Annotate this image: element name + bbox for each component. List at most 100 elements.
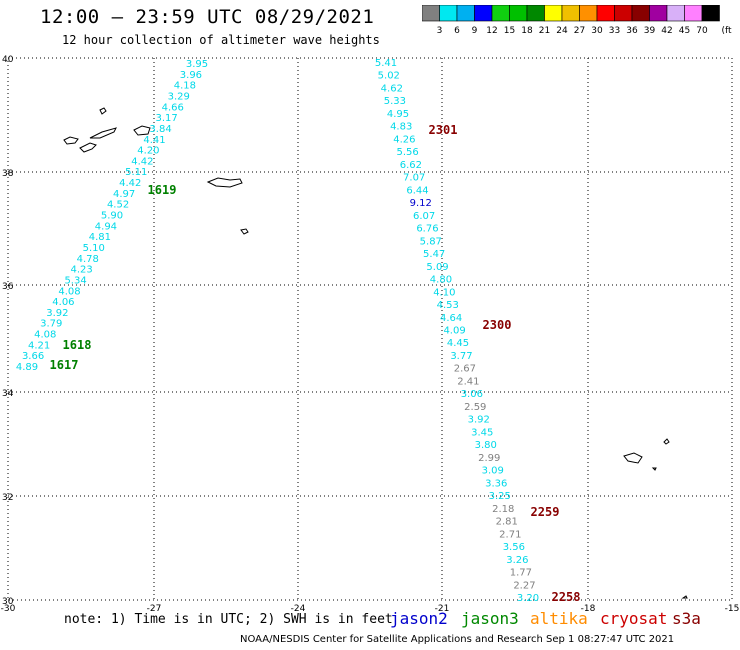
wave-height-value: 5.47 (423, 249, 445, 260)
satellite-jason2-label: jason2 (390, 609, 448, 628)
wave-height-value: 3.26 (506, 555, 528, 566)
island-outline (99, 107, 107, 115)
island-outline (651, 467, 657, 471)
wave-height-value: 5.87 (420, 236, 442, 247)
pass-time-label: 2300 (483, 318, 512, 332)
wave-height-value: 3.92 (46, 308, 68, 319)
wave-height-value: 7.07 (403, 173, 425, 184)
lat-tick-label: 32 (2, 493, 13, 503)
map-grid (7, 57, 733, 601)
scale-swatch (701, 5, 720, 22)
wave-height-value: 3.80 (475, 440, 497, 451)
wave-height-value: 4.45 (447, 338, 469, 349)
wave-height-value: 4.08 (34, 330, 56, 341)
wave-height-value: 4.42 (131, 156, 153, 167)
wave-height-value: 2.41 (457, 376, 479, 387)
wave-height-value: 4.10 (433, 287, 455, 298)
pass-time-label: 1617 (50, 358, 79, 372)
scale-tick-label: 9 (472, 26, 478, 35)
scale-tick-label: 30 (591, 26, 603, 35)
lat-tick-label: 40 (2, 55, 14, 65)
wave-height-value: 2.59 (464, 402, 486, 413)
wave-height-value: 2.81 (496, 517, 518, 528)
wave-height-value: 3.92 (468, 415, 490, 426)
satellite-jason3-label: jason3 (461, 609, 519, 628)
island-outline (89, 127, 117, 139)
satellite-cryosat-label: cryosat (600, 609, 668, 628)
map-frame (7, 57, 733, 601)
wave-height-value: 1.77 (510, 568, 532, 579)
wave-height-value: 4.06 (52, 297, 74, 308)
wave-height-value: 2.99 (478, 453, 500, 464)
wave-height-value: 3.79 (40, 319, 62, 330)
island-outline (240, 228, 249, 235)
wave-height-value: 4.95 (387, 109, 409, 120)
lat-tick-label: 34 (2, 389, 14, 399)
wave-height-value: 4.81 (89, 232, 111, 243)
wave-height-value: 3.29 (168, 91, 190, 102)
wave-height-value: 4.09 (443, 326, 465, 337)
island-outline (623, 452, 643, 464)
note-text: note: 1) Time is in UTC; 2) SWH is in fe… (64, 612, 393, 627)
land-outlines (63, 107, 688, 599)
scale-tick-label: 18 (521, 26, 533, 35)
wave-height-value: 4.08 (58, 286, 80, 297)
wave-height-value: 5.10 (83, 243, 105, 254)
lon-tick-label: -24 (291, 604, 306, 614)
wave-height-value: 3.06 (461, 389, 483, 400)
wave-height-value: 4.94 (95, 221, 117, 232)
wave-height-value: 3.20 (517, 593, 539, 604)
wave-height-value: 5.41 (375, 58, 397, 69)
wave-height-value: 2.18 (492, 504, 514, 515)
island-outline (63, 136, 79, 145)
island-outline (681, 595, 688, 599)
credit-text: NOAA/NESDIS Center for Satellite Applica… (240, 634, 675, 645)
wave-height-value: 5.09 (426, 262, 448, 273)
lat-tick-label: 30 (2, 597, 14, 607)
wave-height-value: 3.36 (485, 478, 507, 489)
wave-height-value: 4.53 (437, 300, 459, 311)
lat-tick-label: 38 (2, 169, 14, 179)
pass-time-label: 2259 (531, 505, 560, 519)
satellite-altika-label: altika (530, 609, 588, 628)
scale-tick-label: 24 (556, 26, 568, 35)
wave-height-value: 5.11 (125, 167, 147, 178)
wave-height-value: 4.23 (71, 265, 93, 276)
wave-height-value: 5.33 (384, 96, 406, 107)
wave-height-value: 4.64 (440, 313, 462, 324)
scale-tick-label: 33 (609, 26, 620, 35)
scale-tick-label: 12 (486, 26, 497, 35)
wave-height-value: 4.21 (28, 340, 50, 351)
wave-height-value: 4.41 (143, 135, 165, 146)
lon-tick-label: -18 (581, 604, 596, 614)
wave-height-value: 6.44 (406, 185, 428, 196)
scale-tick-label: 70 (696, 26, 708, 35)
wave-height-value: 4.97 (113, 189, 135, 200)
scale-unit-label: (ft) (722, 26, 733, 35)
wave-height-value: 4.83 (390, 122, 412, 133)
island-outline (133, 125, 151, 136)
wave-height-value: 4.26 (393, 134, 415, 145)
wave-height-value: 3.17 (156, 113, 178, 124)
pass-time-label: 1618 (63, 338, 92, 352)
island-outline (663, 438, 670, 445)
lon-tick-label: -30 (1, 604, 16, 614)
scale-tick-label: 42 (661, 26, 672, 35)
wave-height-value: 3.25 (489, 491, 511, 502)
pass-time-label: 2301 (429, 123, 458, 137)
pass-time-label: 2258 (552, 590, 581, 604)
wave-height-value: 3.77 (450, 351, 472, 362)
wave-height-value: 4.89 (16, 362, 38, 373)
scale-tick-label: 3 (437, 26, 443, 35)
axis-labels: -30 -27 -24 -21 -18 -15 30 32 34 36 38 40 (1, 55, 740, 614)
wave-height-value: 3.56 (503, 542, 525, 553)
wave-height-value: 4.18 (174, 81, 196, 92)
scale-tick-label: 21 (539, 26, 550, 35)
wave-height-value: 2.67 (454, 364, 476, 375)
wave-height-value: 3.09 (482, 466, 504, 477)
wave-height-value: 3.66 (22, 351, 44, 362)
wave-height-value: 2.71 (499, 529, 521, 540)
lon-tick-label: -27 (147, 604, 162, 614)
wave-height-value: 4.78 (77, 254, 99, 265)
page-subtitle: 12 hour collection of altimeter wave hei… (62, 33, 380, 47)
